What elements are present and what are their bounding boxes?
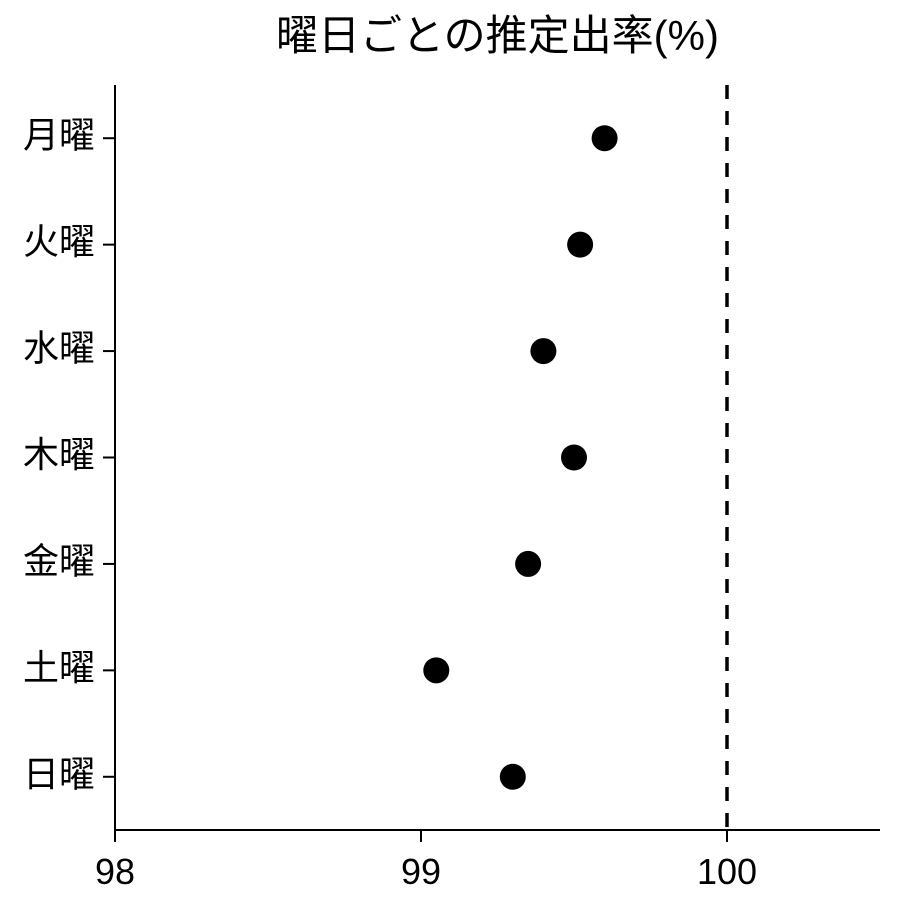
- y-tick-label: 月曜: [23, 115, 95, 156]
- x-tick-label: 100: [697, 851, 757, 892]
- data-point: [423, 657, 449, 683]
- y-tick-label: 水曜: [23, 328, 95, 369]
- data-point: [592, 125, 618, 151]
- x-tick-label: 99: [401, 851, 441, 892]
- data-point: [530, 338, 556, 364]
- data-point: [500, 764, 526, 790]
- y-tick-label: 土曜: [23, 647, 95, 688]
- y-tick-label: 金曜: [23, 540, 95, 581]
- chart-title: 曜日ごとの推定出率(%): [276, 12, 719, 59]
- data-point: [567, 232, 593, 258]
- data-point: [515, 551, 541, 577]
- chart-background: [0, 0, 900, 900]
- data-point: [561, 445, 587, 471]
- y-tick-label: 木曜: [23, 434, 95, 475]
- y-tick-label: 日曜: [23, 753, 95, 794]
- x-tick-label: 98: [95, 851, 135, 892]
- dot-chart: 98 99 100 月曜火曜水曜木曜金曜土曜日曜 曜日ごとの推定出率(%): [0, 0, 900, 900]
- y-tick-label: 火曜: [23, 221, 95, 262]
